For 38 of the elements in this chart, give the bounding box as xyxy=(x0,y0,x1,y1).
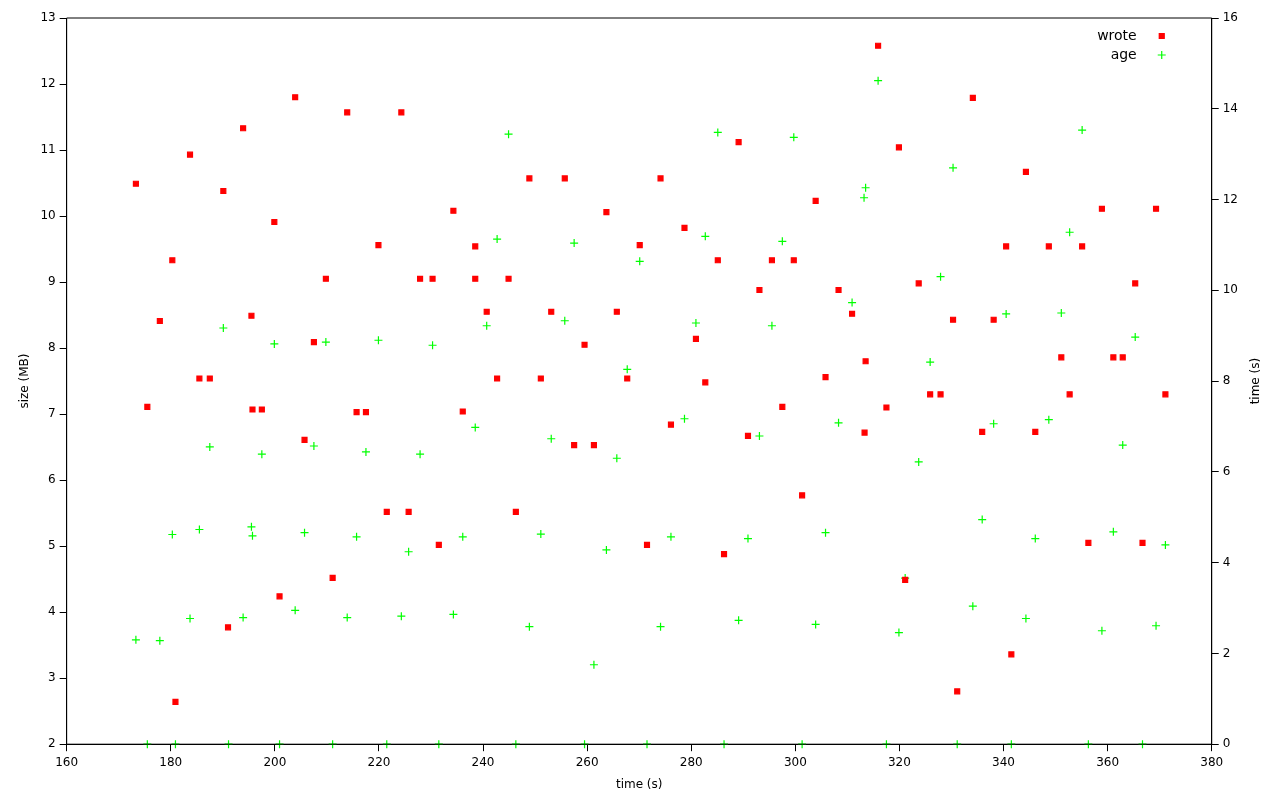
x-tick-label: 300 xyxy=(783,754,807,769)
x-tick-label: 260 xyxy=(575,754,599,769)
y2-tick-label: 2 xyxy=(1222,645,1231,660)
x-tick-label: 380 xyxy=(1200,754,1224,769)
y-tick-label: 7 xyxy=(48,406,56,421)
legend-label: wrote xyxy=(1097,26,1137,43)
y-tick-label: 3 xyxy=(48,670,56,685)
y2-tick-label: 10 xyxy=(1222,282,1239,297)
y2-tick-label: 12 xyxy=(1222,191,1239,206)
x-tick-label: 240 xyxy=(471,754,495,769)
x-tick-label: 160 xyxy=(55,754,79,769)
x-tick-label: 360 xyxy=(1096,754,1120,769)
y2-tick-label: 4 xyxy=(1222,554,1231,569)
y-tick-label: 4 xyxy=(48,604,56,619)
y-tick-label: 5 xyxy=(48,538,56,553)
y2-tick-label: 14 xyxy=(1222,100,1239,115)
y-axis-title: size (MB) xyxy=(17,353,32,409)
x-axis-title: time (s) xyxy=(615,776,663,791)
y2-tick-label: 8 xyxy=(1222,373,1231,388)
y-tick-label: 12 xyxy=(40,76,56,91)
y-tick-label: 8 xyxy=(48,340,56,355)
y-tick-label: 6 xyxy=(48,472,56,487)
y-tick-label: 2 xyxy=(48,736,56,751)
y-tick-label: 11 xyxy=(40,142,56,157)
y2-tick-label: 16 xyxy=(1222,10,1239,25)
x-tick-label: 180 xyxy=(159,754,183,769)
y2-tick-label: 6 xyxy=(1222,464,1231,478)
y2-axis-title: time (s) xyxy=(1248,357,1263,405)
y-tick-label: 10 xyxy=(40,208,56,223)
legend-label: age xyxy=(1110,45,1137,62)
y-tick-label: 13 xyxy=(40,10,56,25)
y-tick-label: 9 xyxy=(48,274,56,289)
x-tick-label: 320 xyxy=(887,754,911,769)
y2-tick-label: 0 xyxy=(1222,736,1231,751)
x-tick-label: 280 xyxy=(679,754,703,769)
x-tick-label: 340 xyxy=(992,754,1015,769)
x-tick-label: 200 xyxy=(263,754,287,769)
x-tick-label: 220 xyxy=(367,754,391,769)
